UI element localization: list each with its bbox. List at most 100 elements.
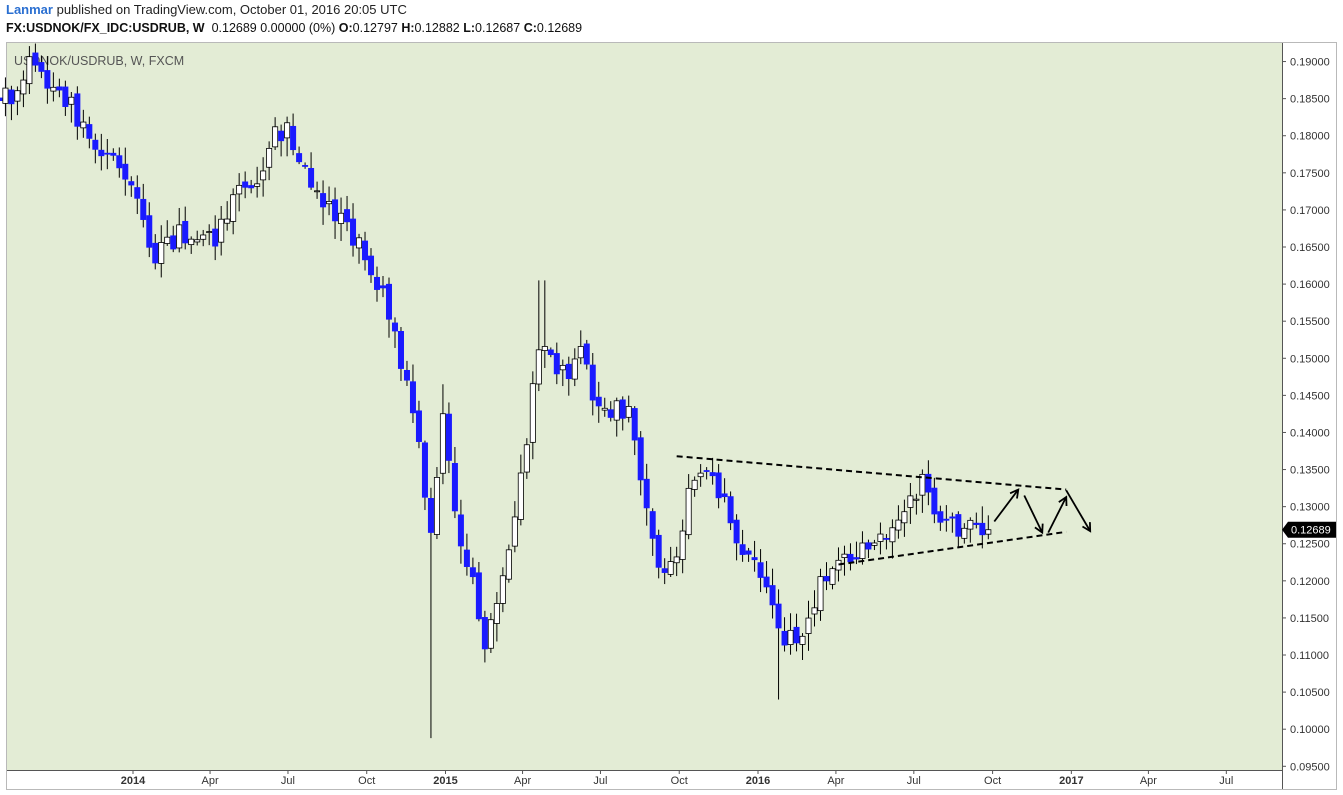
bearish-candle[interactable] (769, 585, 776, 606)
bullish-candle[interactable] (919, 473, 926, 496)
bullish-candle[interactable] (284, 122, 291, 139)
bullish-candle[interactable] (601, 407, 608, 411)
bullish-candle[interactable] (799, 635, 806, 645)
bearish-candle[interactable] (110, 152, 117, 156)
bearish-candle[interactable] (374, 276, 381, 290)
bearish-candle[interactable] (637, 437, 644, 481)
bullish-candle[interactable] (499, 575, 506, 604)
bearish-candle[interactable] (146, 215, 153, 248)
bearish-candle[interactable] (619, 399, 626, 419)
bullish-candle[interactable] (26, 56, 33, 85)
bullish-candle[interactable] (871, 542, 878, 546)
bullish-candle[interactable] (685, 487, 692, 536)
bearish-candle[interactable] (931, 487, 938, 515)
bearish-candle[interactable] (128, 181, 135, 186)
bullish-candle[interactable] (541, 346, 548, 351)
bearish-candle[interactable] (745, 550, 752, 555)
bearish-candle[interactable] (595, 396, 602, 407)
bearish-candle[interactable] (170, 235, 177, 250)
bearish-candle[interactable] (451, 463, 458, 512)
bearish-candle[interactable] (937, 511, 944, 523)
bullish-candle[interactable] (817, 576, 824, 612)
bearish-candle[interactable] (44, 70, 51, 89)
bearish-candle[interactable] (553, 353, 560, 375)
bullish-candle[interactable] (877, 533, 884, 542)
bearish-candle[interactable] (853, 557, 860, 560)
bearish-candle[interactable] (74, 93, 81, 127)
bearish-candle[interactable] (403, 369, 410, 381)
bullish-candle[interactable] (697, 472, 704, 478)
bearish-candle[interactable] (751, 557, 758, 561)
bearish-candle[interactable] (643, 478, 650, 509)
bullish-candle[interactable] (811, 607, 818, 615)
bullish-candle[interactable] (224, 218, 231, 224)
bearish-candle[interactable] (290, 125, 297, 151)
bearish-candle[interactable] (0, 97, 3, 102)
bullish-candle[interactable] (859, 542, 866, 559)
bullish-candle[interactable] (625, 406, 632, 418)
bearish-candle[interactable] (589, 364, 596, 401)
bullish-candle[interactable] (236, 184, 243, 195)
bullish-candle[interactable] (805, 617, 812, 634)
bearish-candle[interactable] (344, 209, 351, 223)
bearish-candle[interactable] (547, 349, 554, 355)
bullish-candle[interactable] (68, 96, 75, 105)
plot-area[interactable] (7, 43, 1282, 770)
bearish-candle[interactable] (793, 626, 800, 644)
bearish-candle[interactable] (943, 518, 950, 521)
projection-arrow[interactable] (1065, 489, 1092, 533)
bearish-candle[interactable] (248, 185, 255, 189)
author-link[interactable]: Lanmar (6, 2, 53, 17)
bearish-candle[interactable] (302, 165, 309, 167)
bullish-candle[interactable] (50, 86, 57, 92)
bearish-candle[interactable] (332, 199, 339, 222)
bearish-candle[interactable] (38, 62, 45, 72)
bullish-candle[interactable] (517, 472, 524, 520)
bullish-candle[interactable] (559, 364, 566, 371)
bullish-candle[interactable] (176, 224, 183, 249)
bullish-candle[interactable] (907, 495, 914, 508)
bullish-candle[interactable] (230, 194, 237, 222)
bearish-candle[interactable] (391, 322, 398, 332)
bullish-candle[interactable] (80, 121, 87, 129)
bearish-candle[interactable] (715, 472, 722, 499)
upper-trendline[interactable] (676, 455, 1067, 491)
bearish-candle[interactable] (308, 167, 315, 188)
bearish-candle[interactable] (86, 124, 93, 139)
bearish-candle[interactable] (973, 522, 980, 525)
bullish-candle[interactable] (511, 516, 518, 547)
bearish-candle[interactable] (242, 181, 249, 188)
bullish-candle[interactable] (523, 444, 530, 473)
bearish-candle[interactable] (739, 544, 746, 555)
bullish-candle[interactable] (691, 479, 698, 490)
bullish-candle[interactable] (577, 346, 584, 359)
bearish-candle[interactable] (865, 542, 872, 550)
projection-arrow[interactable] (1023, 495, 1044, 535)
bullish-candle[interactable] (326, 201, 333, 205)
bearish-candle[interactable] (883, 538, 890, 540)
bearish-candle[interactable] (775, 603, 782, 629)
bearish-candle[interactable] (781, 630, 788, 646)
bullish-candle[interactable] (529, 383, 536, 443)
bullish-candle[interactable] (487, 619, 494, 649)
bullish-candle[interactable] (961, 527, 968, 539)
bullish-candle[interactable] (967, 519, 974, 530)
bearish-candle[interactable] (847, 553, 854, 563)
bearish-candle[interactable] (296, 153, 303, 163)
bearish-candle[interactable] (182, 220, 189, 244)
bearish-candle[interactable] (463, 549, 470, 567)
bullish-candle[interactable] (164, 236, 171, 244)
bearish-candle[interactable] (955, 514, 962, 537)
bullish-candle[interactable] (613, 400, 620, 421)
bearish-candle[interactable] (979, 522, 986, 536)
bullish-candle[interactable] (188, 238, 195, 246)
bearish-candle[interactable] (703, 470, 710, 472)
bearish-candle[interactable] (415, 410, 422, 442)
bearish-candle[interactable] (397, 331, 404, 369)
bullish-candle[interactable] (571, 358, 578, 380)
bullish-candle[interactable] (260, 170, 267, 181)
bearish-candle[interactable] (62, 86, 69, 107)
bearish-candle[interactable] (92, 139, 99, 150)
bearish-candle[interactable] (362, 240, 369, 261)
bearish-candle[interactable] (763, 576, 770, 588)
